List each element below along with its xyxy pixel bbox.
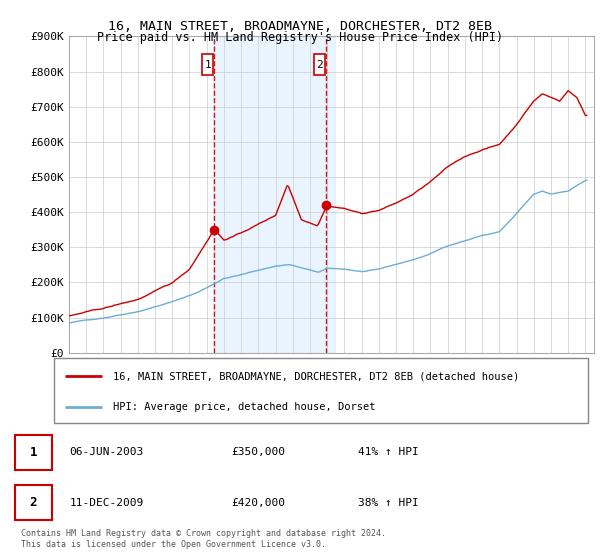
Text: £350,000: £350,000 — [231, 447, 285, 457]
Text: 38% ↑ HPI: 38% ↑ HPI — [358, 498, 418, 507]
Text: 16, MAIN STREET, BROADMAYNE, DORCHESTER, DT2 8EB (detached house): 16, MAIN STREET, BROADMAYNE, DORCHESTER,… — [113, 371, 519, 381]
FancyBboxPatch shape — [54, 358, 588, 423]
Bar — [202, 54, 214, 75]
FancyBboxPatch shape — [15, 435, 52, 470]
Text: 06-JUN-2003: 06-JUN-2003 — [70, 447, 144, 457]
Text: Price paid vs. HM Land Registry's House Price Index (HPI): Price paid vs. HM Land Registry's House … — [97, 31, 503, 44]
Text: 2: 2 — [317, 59, 323, 69]
Text: 41% ↑ HPI: 41% ↑ HPI — [358, 447, 418, 457]
Text: Contains HM Land Registry data © Crown copyright and database right 2024.
This d: Contains HM Land Registry data © Crown c… — [21, 529, 386, 549]
Bar — [314, 54, 325, 75]
Text: 11-DEC-2009: 11-DEC-2009 — [70, 498, 144, 507]
Bar — [214, 36, 335, 353]
Text: 1: 1 — [205, 59, 211, 69]
Text: 1: 1 — [29, 446, 37, 459]
Text: HPI: Average price, detached house, Dorset: HPI: Average price, detached house, Dors… — [113, 402, 375, 412]
Text: 16, MAIN STREET, BROADMAYNE, DORCHESTER, DT2 8EB: 16, MAIN STREET, BROADMAYNE, DORCHESTER,… — [108, 20, 492, 32]
Text: 2: 2 — [29, 496, 37, 509]
Text: £420,000: £420,000 — [231, 498, 285, 507]
FancyBboxPatch shape — [15, 485, 52, 520]
